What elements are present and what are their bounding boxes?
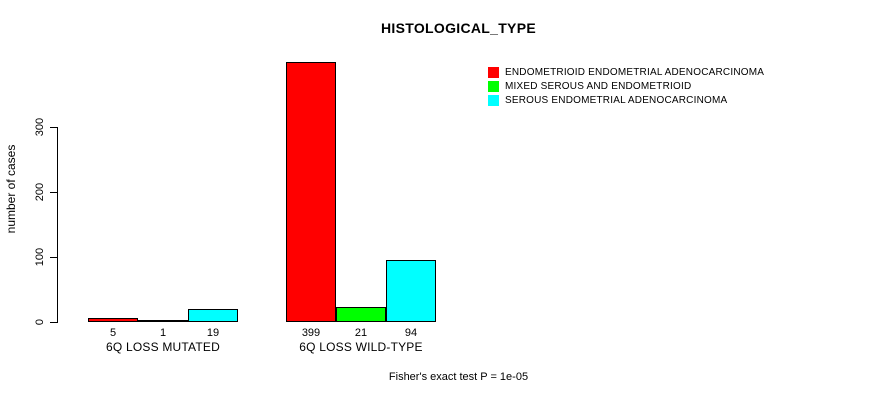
bar-value-label: 19 xyxy=(206,327,220,339)
bar-value-label: 1 xyxy=(159,327,167,339)
bar xyxy=(286,62,336,322)
chart-title: HISTOLOGICAL_TYPE xyxy=(381,20,536,36)
bar-value-label: 94 xyxy=(404,327,418,339)
y-tick-label: 100 xyxy=(34,247,46,267)
legend-swatch-icon xyxy=(488,94,499,106)
x-category-label: 6Q LOSS MUTATED xyxy=(106,340,220,354)
y-tick xyxy=(50,127,57,128)
y-tick xyxy=(50,192,57,193)
legend: ENDOMETRIOID ENDOMETRIAL ADENOCARCINOMA M… xyxy=(488,65,764,107)
bar xyxy=(88,318,138,322)
legend-swatch-icon xyxy=(488,80,499,92)
bar xyxy=(188,309,238,322)
y-tick xyxy=(50,257,57,258)
bar xyxy=(336,307,386,322)
y-axis-line xyxy=(57,127,58,323)
legend-label: SEROUS ENDOMETRIAL ADENOCARCINOMA xyxy=(505,94,728,106)
legend-label: MIXED SEROUS AND ENDOMETRIOID xyxy=(505,80,692,92)
bar xyxy=(386,260,436,322)
bar-value-label: 399 xyxy=(301,327,321,339)
bar-value-label: 5 xyxy=(109,327,117,339)
legend-item: SEROUS ENDOMETRIAL ADENOCARCINOMA xyxy=(488,93,764,107)
y-tick-label: 200 xyxy=(34,182,46,202)
legend-item: MIXED SEROUS AND ENDOMETRIOID xyxy=(488,79,764,93)
bar-value-label: 21 xyxy=(354,327,368,339)
y-tick-label: 300 xyxy=(34,117,46,137)
legend-label: ENDOMETRIOID ENDOMETRIAL ADENOCARCINOMA xyxy=(505,66,765,78)
bar xyxy=(138,320,188,322)
x-category-label: 6Q LOSS WILD-TYPE xyxy=(299,340,423,354)
legend-item: ENDOMETRIOID ENDOMETRIAL ADENOCARCINOMA xyxy=(488,65,764,79)
stat-annotation: Fisher's exact test P = 1e-05 xyxy=(388,371,529,383)
legend-swatch-icon xyxy=(488,66,499,78)
y-tick xyxy=(50,322,57,323)
y-tick-label: 0 xyxy=(34,318,46,326)
